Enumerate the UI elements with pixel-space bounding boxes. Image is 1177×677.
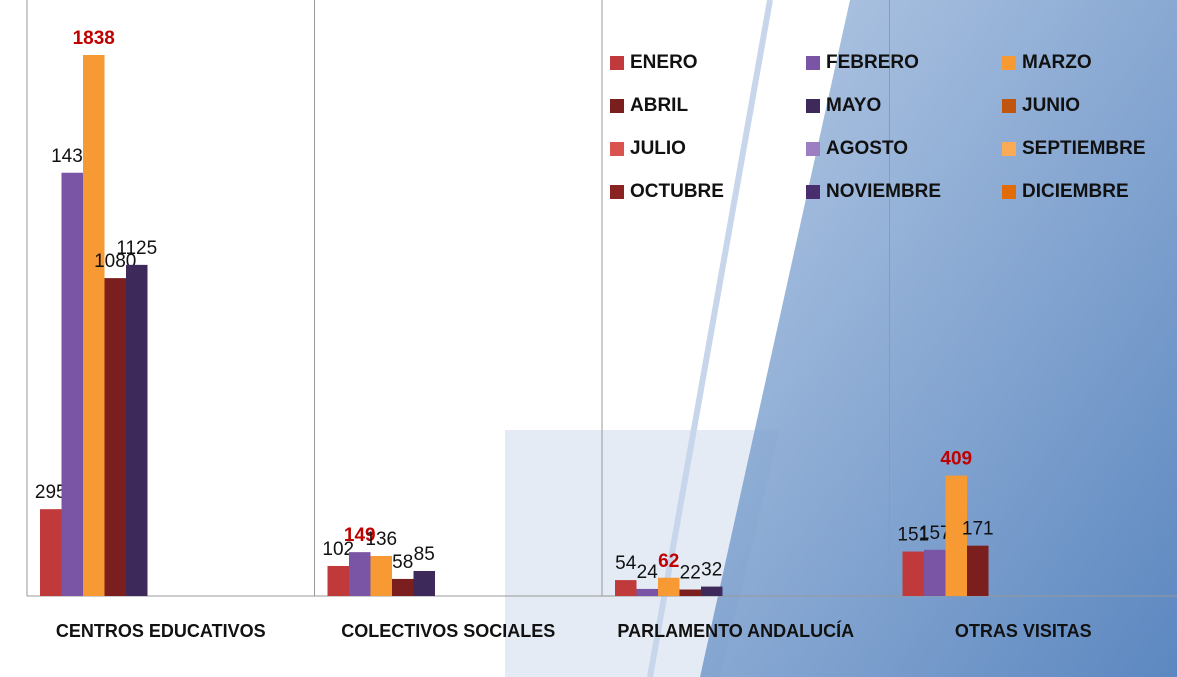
legend-label: ENERO [630,52,698,73]
legend-swatch [806,99,820,113]
data-label: 62 [658,551,679,572]
data-label: 24 [637,562,659,583]
bar [392,578,414,596]
legend-label: OCTUBRE [630,181,724,202]
legend-swatch [610,142,624,156]
legend-label: JULIO [630,138,686,159]
data-label: 157 [919,523,951,544]
data-label: 85 [414,544,435,565]
data-label: 1080 [94,251,136,272]
bar [658,577,680,596]
legend-swatch [1002,56,1016,70]
x-tick-label: CENTROS EDUCATIVOS [56,621,266,641]
legend-swatch [806,185,820,199]
legend-swatch [1002,99,1016,113]
bar [349,552,371,596]
legend-label: DICIEMBRE [1022,181,1129,202]
x-tick-label: COLECTIVOS SOCIALES [341,621,555,641]
bar [679,589,701,596]
bar [615,580,637,596]
legend-label: JUNIO [1022,95,1080,116]
background [505,0,1177,677]
data-label: 136 [365,529,397,550]
data-label: 149 [344,525,376,546]
bar [701,586,723,596]
data-label: 32 [701,560,722,581]
data-label: 151 [897,525,929,546]
legend-swatch [610,99,624,113]
data-label: 171 [962,519,994,540]
bar [83,55,105,596]
data-label: 54 [615,553,637,574]
bar [126,264,148,596]
legend-label: SEPTIEMBRE [1022,138,1146,159]
bar [636,588,658,596]
data-label: 1125 [116,238,157,259]
legend-swatch [1002,185,1016,199]
legend-swatch [806,142,820,156]
bar [370,555,392,596]
data-label: 409 [940,449,972,470]
bar [945,475,967,596]
bar [924,549,946,596]
data-label: 58 [392,552,413,573]
legend-label: AGOSTO [826,138,908,159]
bar [327,565,349,596]
legend-swatch [610,185,624,199]
data-label: 1838 [73,28,115,49]
legend-label: FEBRERO [826,52,919,73]
bar [902,551,924,596]
legend-swatch [610,56,624,70]
legend-label: ABRIL [630,95,688,116]
data-label: 102 [322,539,354,560]
legend-label: MARZO [1022,52,1092,73]
bar [40,509,62,596]
x-tick-label: PARLAMENTO ANDALUCÍA [617,620,854,641]
bar [61,172,83,596]
legend-label: MAYO [826,95,881,116]
legend-swatch [806,56,820,70]
data-label: 295 [35,482,67,503]
data-label: 22 [680,563,701,584]
bar [413,570,435,596]
bar [967,545,989,596]
data-label: 1438 [51,146,93,167]
legend-swatch [1002,142,1016,156]
x-tick-label: OTRAS VISITAS [955,621,1092,641]
bar [104,278,126,596]
legend-label: NOVIEMBRE [826,181,941,202]
